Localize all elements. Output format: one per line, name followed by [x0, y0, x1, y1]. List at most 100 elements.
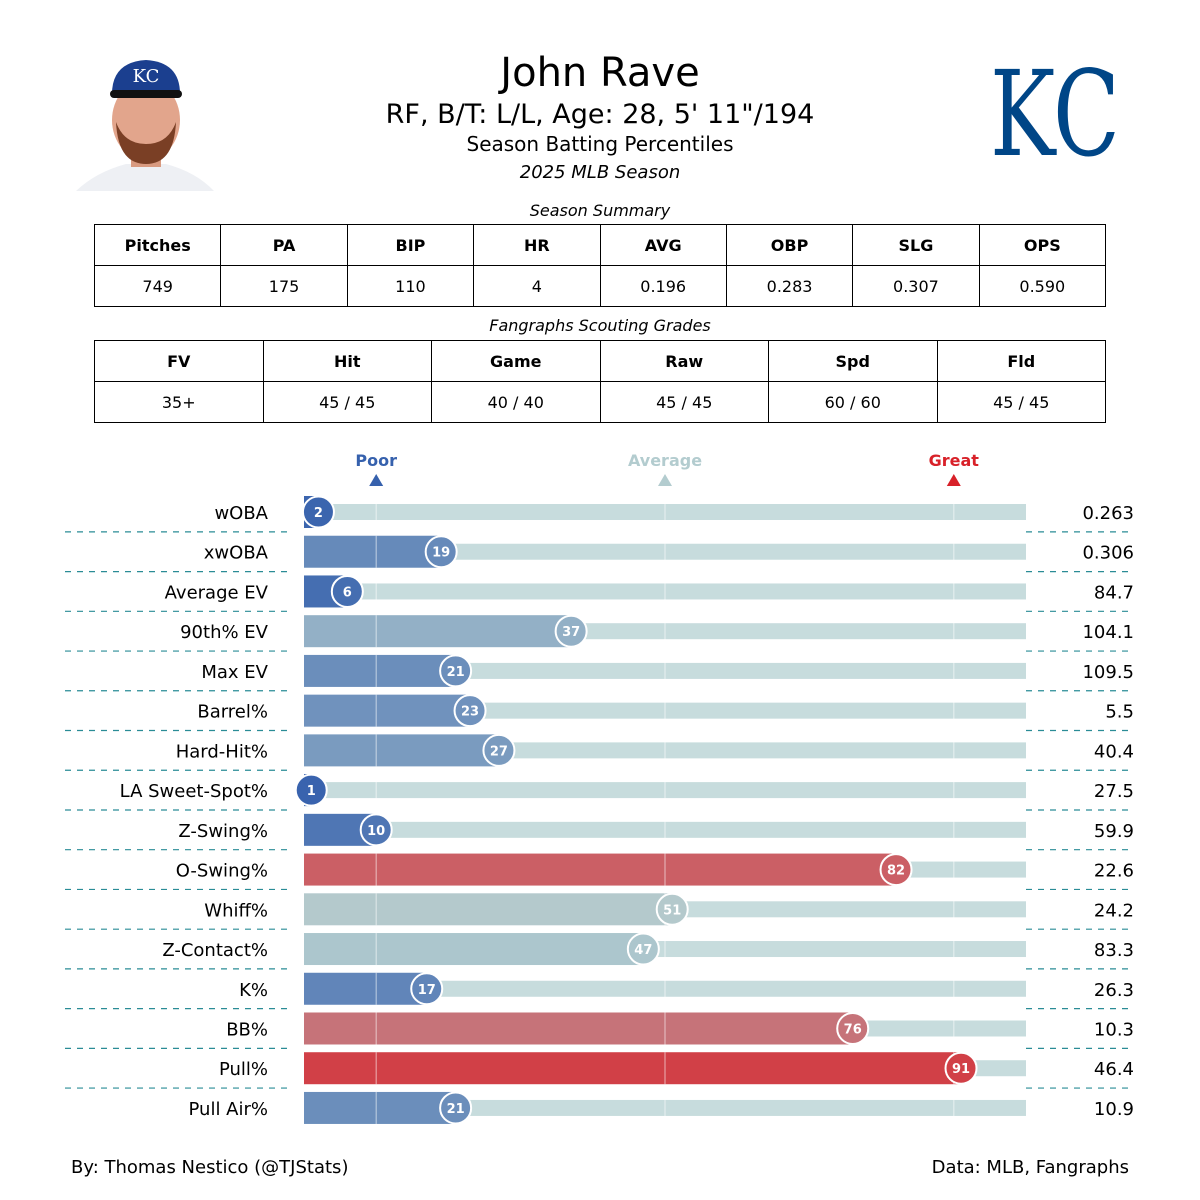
- scouting-grades-title: Fangraphs Scouting Grades: [489, 316, 711, 335]
- stat-name: Whiff%: [204, 900, 268, 921]
- stat-value: 22.6: [1094, 861, 1134, 882]
- percentile-badge: [439, 654, 473, 688]
- chart-subtitle: Season Batting Percentiles: [466, 132, 734, 156]
- table-header-cell: BIP: [346, 224, 475, 266]
- stat-name: wOBA: [214, 503, 268, 524]
- stat-name: Pull Air%: [189, 1099, 269, 1120]
- percentile-label: 21: [447, 665, 465, 680]
- season-summary-title: Season Summary: [529, 201, 671, 220]
- percentile-label: 1: [307, 784, 316, 799]
- table-cell: 749: [93, 265, 222, 307]
- percentile-badge: [439, 1091, 473, 1125]
- scouting-grades-table: FV Hit Game Raw Spd Fld 35+ 45 / 45 40 / 40 45 /…: [94, 340, 1106, 423]
- percentile-label: 6: [343, 585, 352, 600]
- percentile-bar: [304, 972, 427, 1005]
- stat-name: Average EV: [165, 582, 269, 603]
- percentile-bar: [304, 1091, 456, 1124]
- stat-value: 24.2: [1094, 900, 1134, 921]
- table-cell: 0.307: [852, 265, 980, 307]
- table-header-cell: Game: [431, 340, 601, 382]
- stat-value: 10.3: [1094, 1019, 1134, 1040]
- table-cell: 0.283: [725, 265, 854, 307]
- percentile-label: 51: [663, 903, 681, 918]
- player-name: John Rave: [500, 50, 700, 96]
- marker-triangle-icon: [946, 474, 961, 486]
- stat-name: Barrel%: [197, 702, 268, 723]
- stat-name: Hard-Hit%: [176, 741, 268, 762]
- stat-value: 46.4: [1094, 1059, 1134, 1080]
- table-header-cell: Pitches: [93, 224, 222, 266]
- percentile-bar: [304, 694, 471, 727]
- stat-name: Max EV: [201, 662, 268, 683]
- table-header-cell: PA: [220, 224, 348, 266]
- player-headshot: KC: [76, 60, 214, 191]
- percentile-label: 19: [432, 546, 450, 561]
- percentile-bar: [304, 1052, 962, 1085]
- stat-name: LA Sweet-Spot%: [120, 781, 268, 802]
- marker-label: Average: [628, 451, 702, 470]
- stat-name: O-Swing%: [176, 861, 268, 882]
- percentile-bar: [304, 734, 499, 767]
- percentile-label: 23: [461, 705, 479, 720]
- percentile-badge: [482, 733, 516, 767]
- percentile-badge: [655, 892, 689, 926]
- percentile-bar: [304, 933, 644, 966]
- percentile-label: 2: [314, 506, 323, 521]
- table-cell: 40 / 40: [431, 381, 601, 423]
- percentile-bar: [304, 615, 572, 648]
- percentile-label: 37: [562, 625, 580, 640]
- percentile-badge: [554, 614, 588, 648]
- stat-name: Pull%: [219, 1059, 268, 1080]
- percentile-badge: [410, 972, 444, 1006]
- percentile-label: 76: [844, 1022, 862, 1037]
- stat-name: BB%: [226, 1019, 268, 1040]
- stat-value: 10.9: [1094, 1099, 1134, 1120]
- percentile-bar: [304, 853, 897, 886]
- percentile-badge: [944, 1051, 978, 1085]
- table-cell: 175: [220, 265, 348, 307]
- percentile-bar: [304, 535, 442, 568]
- stat-name: 90th% EV: [180, 622, 269, 643]
- stat-name: xwOBA: [204, 543, 269, 564]
- table-cell: 60 / 60: [768, 381, 938, 423]
- marker-label: Great: [929, 451, 980, 470]
- percentile-label: 10: [367, 824, 385, 839]
- stat-value: 83.3: [1094, 940, 1134, 961]
- percentile-badge: [294, 773, 328, 807]
- player-bio: RF, B/T: L/L, Age: 28, 5' 11"/194: [385, 99, 815, 130]
- marker-triangle-icon: [369, 474, 384, 486]
- marker-triangle-icon: [658, 474, 672, 486]
- table-cell: 45 / 45: [599, 381, 769, 423]
- table-cell: 4: [473, 265, 601, 307]
- table-header-cell: Hit: [262, 340, 432, 382]
- svg-text:KC: KC: [990, 55, 1120, 183]
- table-cell: 110: [346, 265, 475, 307]
- percentile-badge: [879, 853, 913, 887]
- percentile-label: 21: [447, 1102, 465, 1117]
- percentile-bar: [304, 654, 456, 687]
- table-cell: 45 / 45: [262, 381, 432, 423]
- stat-value: 109.5: [1082, 662, 1134, 683]
- percentile-bar: [304, 893, 673, 926]
- table-cell: 0.196: [599, 265, 727, 307]
- percentile-badge: [626, 932, 660, 966]
- percentile-bar: [304, 1012, 853, 1045]
- table-header-cell: FV: [94, 340, 264, 382]
- percentile-badge: [359, 813, 393, 847]
- stat-value: 59.9: [1094, 821, 1134, 842]
- percentile-label: 17: [418, 983, 436, 998]
- stat-value: 84.7: [1094, 582, 1134, 603]
- stat-value: 5.5: [1105, 702, 1134, 723]
- percentile-badge: [330, 574, 364, 608]
- stat-value: 40.4: [1094, 741, 1134, 762]
- percentile-label: 27: [490, 744, 508, 759]
- percentile-badge: [836, 1011, 870, 1045]
- footer-credit: By: Thomas Nestico (@TJStats): [71, 1157, 349, 1178]
- table-header-cell: OBP: [725, 224, 854, 266]
- table-cell: 35+: [94, 381, 264, 423]
- percentile-label: 47: [634, 943, 652, 958]
- stat-value: 26.3: [1094, 980, 1134, 1001]
- stat-value: 0.263: [1082, 503, 1134, 524]
- percentile-badge: [301, 495, 335, 529]
